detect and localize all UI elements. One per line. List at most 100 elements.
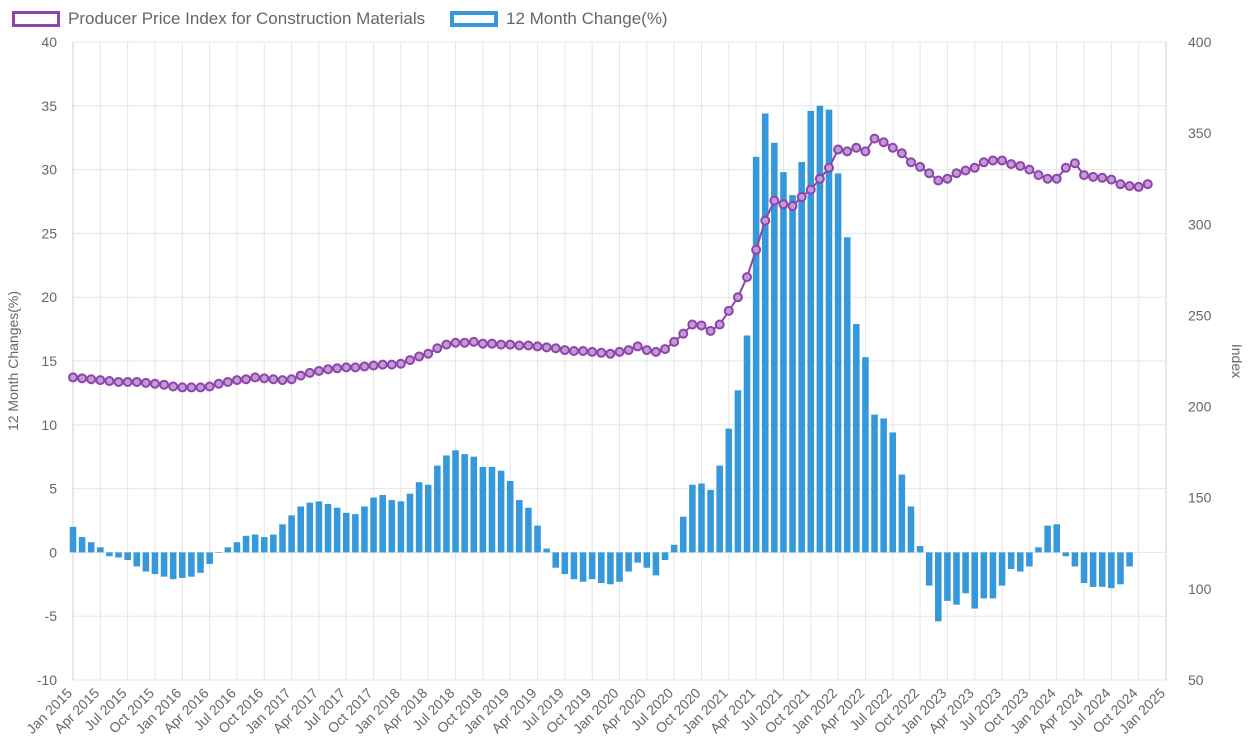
bar: [925, 552, 933, 586]
ppi-point: [1042, 173, 1053, 184]
bar: [288, 515, 295, 553]
bar: [743, 335, 751, 553]
bar: [179, 552, 186, 578]
bar: [78, 537, 86, 553]
ppi-point: [596, 347, 607, 358]
y-left-tick-label: 30: [41, 162, 57, 178]
ppi-point: [241, 374, 252, 385]
bar: [388, 500, 396, 553]
ppi-point: [550, 343, 561, 354]
ppi-point: [159, 379, 170, 390]
bar: [370, 497, 377, 553]
bar: [169, 552, 177, 580]
ppi-point: [869, 133, 880, 144]
ppi-point: [341, 362, 352, 373]
ppi-point: [541, 342, 552, 353]
ppi-point: [559, 345, 570, 356]
ppi-point: [742, 272, 753, 283]
bar: [761, 113, 769, 553]
bar: [998, 552, 1006, 586]
bar: [816, 105, 824, 553]
ppi-point: [760, 215, 771, 226]
ppi-point: [723, 305, 734, 316]
ppi-point: [623, 345, 634, 356]
ppi-point: [1079, 170, 1090, 181]
bar: [1062, 552, 1070, 557]
ppi-point: [505, 339, 516, 350]
ppi-point: [277, 375, 288, 386]
ppi-point: [1015, 160, 1026, 171]
ppi-point: [414, 351, 425, 362]
ppi-point: [1051, 173, 1062, 184]
ppi-point: [104, 376, 115, 387]
bar: [552, 552, 560, 568]
ppi-point: [395, 358, 406, 369]
bar: [625, 552, 632, 572]
y-left-tick-label: 35: [41, 98, 57, 114]
ppi-point: [833, 144, 844, 155]
bar: [634, 552, 641, 563]
bar: [1089, 552, 1097, 587]
bar: [188, 552, 195, 577]
ppi-point: [122, 376, 133, 387]
bar: [306, 502, 314, 553]
bar: [1071, 552, 1079, 567]
bar: [352, 514, 359, 553]
y-right-tick-label: 50: [1188, 672, 1204, 688]
bar: [224, 547, 232, 553]
ppi-point: [222, 376, 233, 387]
bar: [461, 454, 468, 553]
bar: [452, 450, 459, 553]
ppi-point: [687, 319, 698, 330]
bar: [379, 494, 386, 553]
ppi-point: [286, 374, 297, 385]
ppi-point: [1006, 159, 1017, 170]
ppi-point: [960, 165, 971, 176]
bar: [853, 323, 860, 553]
ppi-point: [514, 340, 525, 351]
grid-lines: [72, 41, 1167, 681]
ppi-point: [951, 168, 962, 179]
bar: [443, 455, 450, 553]
ppi-point: [887, 142, 898, 153]
ppi-point: [140, 377, 151, 388]
bar: [434, 465, 441, 553]
ppi-point: [751, 244, 762, 255]
bar: [898, 474, 906, 553]
ppi-point: [131, 376, 142, 387]
y-left-tick-label: 25: [41, 225, 57, 241]
bar: [115, 552, 122, 558]
y-left-tick-label: 5: [49, 481, 57, 497]
ppi-point: [1024, 164, 1035, 175]
ppi-point: [468, 336, 479, 347]
ppi-point: [250, 372, 261, 383]
ppi-point: [769, 195, 780, 206]
y-left-tick-label: 0: [49, 544, 57, 560]
ppi-point: [405, 355, 416, 366]
bar: [206, 552, 213, 564]
ppi-point: [95, 375, 106, 386]
bar: [771, 142, 778, 553]
bar: [825, 109, 833, 553]
ppi-point: [86, 374, 97, 385]
legend-item-change[interactable]: 12 Month Change(%): [450, 9, 668, 29]
ppi-point: [213, 378, 224, 389]
ppi-point: [842, 146, 853, 157]
ppi-point: [714, 319, 725, 330]
line-series: [68, 133, 1153, 393]
bar: [69, 526, 77, 553]
legend-item-ppi[interactable]: Producer Price Index for Construction Ma…: [12, 9, 425, 29]
ppi-point: [313, 366, 324, 377]
bar: [315, 501, 323, 553]
y-left-tick-label: -5: [45, 608, 58, 624]
ppi-point: [432, 343, 443, 354]
ppi-point: [532, 341, 543, 352]
ppi-point: [304, 367, 315, 378]
ppi-point: [168, 381, 179, 392]
bar: [488, 466, 496, 553]
ppi-point: [860, 146, 871, 157]
ppi-point: [231, 375, 242, 386]
bar: [679, 516, 687, 553]
ppi-point: [796, 191, 807, 202]
ppi-point: [696, 320, 707, 331]
